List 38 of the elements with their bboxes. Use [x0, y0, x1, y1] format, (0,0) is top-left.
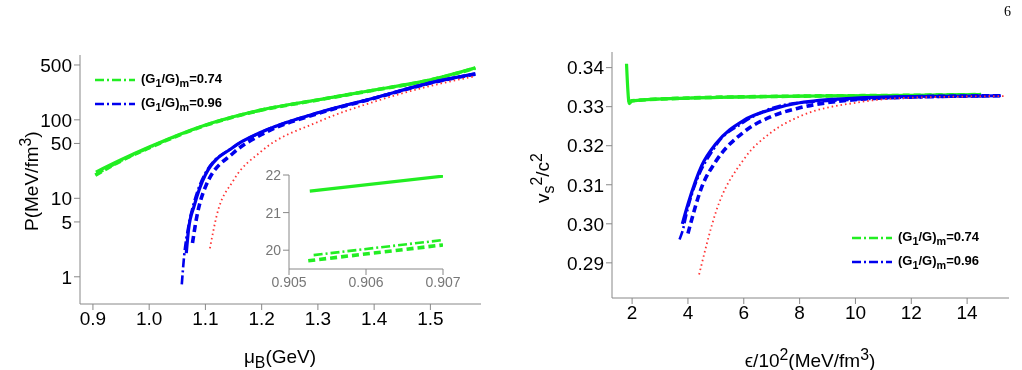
x-tick-label: 1.1	[192, 308, 219, 330]
x-axis-title: μ$_{B}$(GeV)	[243, 346, 317, 370]
x-tick-label: 1.5	[417, 308, 444, 330]
y-tick-label: 0.29	[567, 252, 604, 274]
y-tick-label: 1	[61, 266, 72, 288]
y-tick-label: 50	[50, 133, 72, 155]
x-tick-label: 6	[738, 302, 750, 324]
x-tick-label: 8	[794, 302, 805, 324]
y-tick-label: 22	[265, 166, 282, 183]
x-tick-label: 1.4	[360, 308, 388, 330]
x-tick-label: 14	[956, 302, 979, 324]
y-tick-label: 21	[265, 204, 282, 221]
y-tick-label: 0.32	[567, 135, 604, 157]
x-tick-label: 4	[682, 302, 694, 324]
x-tick-label: 0.9	[79, 308, 107, 330]
x-tick-label: 12	[900, 302, 922, 324]
y-tick-label: 5	[61, 211, 72, 233]
x-tick-label: 1.0	[135, 308, 163, 330]
x-tick-label: 0.907	[425, 273, 461, 290]
x-tick-label: 1.2	[248, 308, 275, 330]
x-tick-label: 10	[844, 302, 867, 324]
y-tick-label: 0.31	[567, 174, 604, 196]
x-tick-label: 0.906	[348, 273, 384, 290]
legend-label: (G$_{1}$/G)$_{m}$=0.96	[141, 95, 223, 113]
y-tick-label: 0.34	[567, 57, 605, 79]
x-tick-label: 2	[626, 302, 638, 324]
y-tick-label: 0.30	[567, 213, 604, 235]
x-tick-label: 0.905	[271, 273, 307, 290]
legend-label: (G$_{1}$/G)$_{m}$=0.74	[141, 71, 223, 89]
y-tick-label: 20	[265, 242, 282, 259]
text: 6	[1004, 4, 1011, 20]
legend-label: (G$_{1}$/G)$_{m}$=0.96	[898, 253, 980, 271]
legend-label: (G$_{1}$/G)$_{m}$=0.74	[898, 229, 980, 247]
y-tick-label: 0.33	[567, 96, 604, 118]
x-tick-label: 1.3	[304, 308, 332, 330]
y-tick-label: 100	[40, 109, 72, 131]
y-tick-label: 10	[50, 188, 72, 210]
y-tick-label: 500	[40, 54, 72, 76]
